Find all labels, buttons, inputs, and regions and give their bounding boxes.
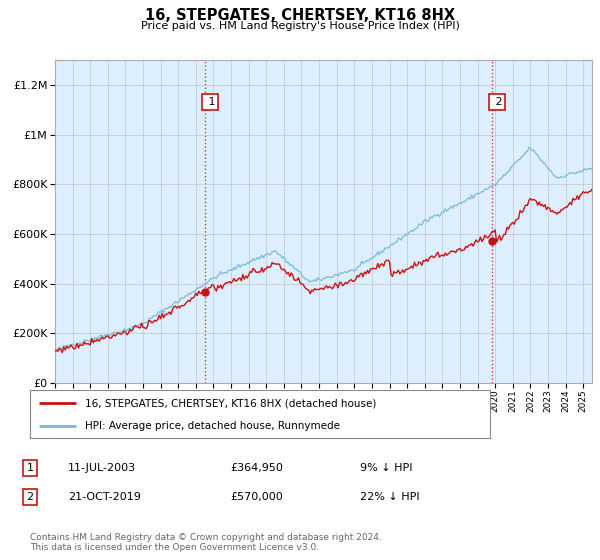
Text: 1: 1 (205, 97, 215, 108)
Text: 9% ↓ HPI: 9% ↓ HPI (360, 463, 413, 473)
Text: 11-JUL-2003: 11-JUL-2003 (68, 463, 136, 473)
Text: £570,000: £570,000 (230, 492, 283, 502)
Text: £364,950: £364,950 (230, 463, 283, 473)
Text: 16, STEPGATES, CHERTSEY, KT16 8HX: 16, STEPGATES, CHERTSEY, KT16 8HX (145, 8, 455, 24)
Text: 2: 2 (491, 97, 502, 108)
Text: 2: 2 (26, 492, 34, 502)
Text: 21-OCT-2019: 21-OCT-2019 (68, 492, 141, 502)
Text: 22% ↓ HPI: 22% ↓ HPI (360, 492, 419, 502)
Text: 1: 1 (26, 463, 34, 473)
Text: 16, STEPGATES, CHERTSEY, KT16 8HX (detached house): 16, STEPGATES, CHERTSEY, KT16 8HX (detac… (85, 399, 377, 408)
Text: Price paid vs. HM Land Registry's House Price Index (HPI): Price paid vs. HM Land Registry's House … (140, 21, 460, 31)
Text: Contains HM Land Registry data © Crown copyright and database right 2024.
This d: Contains HM Land Registry data © Crown c… (30, 533, 382, 552)
Text: HPI: Average price, detached house, Runnymede: HPI: Average price, detached house, Runn… (85, 421, 340, 431)
